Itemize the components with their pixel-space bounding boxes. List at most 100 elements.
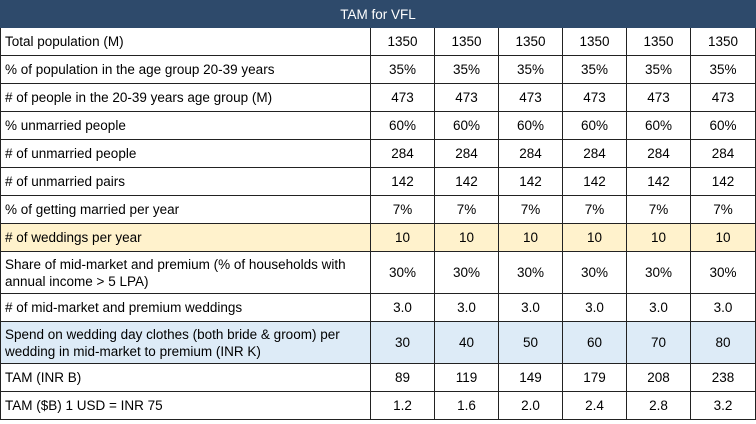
table-cell: 1.6 (434, 391, 499, 420)
table-cell: 2.4 (562, 391, 627, 420)
table-cell: 1350 (434, 27, 499, 56)
table-cell: 473 (689, 83, 756, 112)
table-cell: 142 (434, 167, 499, 196)
table-cell: 1350 (626, 27, 691, 56)
row-label: Total population (M) (0, 27, 371, 56)
table-cell: 7% (370, 195, 435, 224)
table-cell: 284 (689, 139, 756, 168)
table-cell: 3.2 (689, 391, 756, 420)
table-cell: 1350 (562, 27, 627, 56)
table-cell: 284 (434, 139, 499, 168)
row-label: Spend on wedding day clothes (both bride… (0, 321, 371, 364)
table-cell: 473 (562, 83, 627, 112)
row-label: % unmarried people (0, 111, 371, 140)
table-cell: 70 (626, 321, 691, 364)
table-row: # of mid-market and premium weddings 3.0… (0, 293, 756, 322)
table-cell: 3.0 (689, 293, 756, 322)
table-cell: 149 (498, 363, 563, 392)
table-cell: 3.0 (498, 293, 563, 322)
table-cell: 60% (689, 111, 756, 140)
table-cell: 1350 (370, 27, 435, 56)
table-cell: 60% (434, 111, 499, 140)
table-cell: 30 (370, 321, 435, 364)
table-cell: 60% (498, 111, 563, 140)
row-label: # of mid-market and premium weddings (0, 293, 371, 322)
table-cell: 60% (370, 111, 435, 140)
table-cell: 35% (689, 55, 756, 84)
row-label: TAM ($B) 1 USD = INR 75 (0, 391, 371, 420)
table-title: TAM for VFL (0, 0, 756, 28)
table-cell: 1.2 (370, 391, 435, 420)
table-cell: 30% (689, 251, 756, 294)
table-cell: 142 (689, 167, 756, 196)
table-cell: 10 (498, 223, 563, 252)
row-label: % of getting married per year (0, 195, 371, 224)
table-row: TAM (INR B) 89 119 149 179 208 238 (0, 363, 756, 392)
table-cell: 3.0 (562, 293, 627, 322)
table-cell: 2.0 (498, 391, 563, 420)
table-cell: 119 (434, 363, 499, 392)
table-cell: 284 (370, 139, 435, 168)
table-cell: 35% (626, 55, 691, 84)
table-cell: 30% (498, 251, 563, 294)
table-cell: 30% (562, 251, 627, 294)
table-cell: 35% (434, 55, 499, 84)
table-row-spend-highlight: Spend on wedding day clothes (both bride… (0, 321, 756, 364)
table-row: # of people in the 20-39 years age group… (0, 83, 756, 112)
row-label: TAM (INR B) (0, 363, 371, 392)
table-cell: 142 (562, 167, 627, 196)
table-cell: 30% (434, 251, 499, 294)
table-cell: 3.0 (370, 293, 435, 322)
row-label: Share of mid-market and premium (% of ho… (0, 251, 371, 294)
table-cell: 35% (562, 55, 627, 84)
table-title-row: TAM for VFL (0, 0, 756, 28)
table-cell: 142 (370, 167, 435, 196)
table-cell: 284 (562, 139, 627, 168)
table-cell: 60 (562, 321, 627, 364)
table-cell: 473 (626, 83, 691, 112)
table-cell: 10 (434, 223, 499, 252)
table-cell: 35% (370, 55, 435, 84)
table-row: # of unmarried people 284 284 284 284 28… (0, 139, 756, 168)
table-row: Total population (M) 1350 1350 1350 1350… (0, 27, 756, 56)
table-cell: 208 (626, 363, 691, 392)
table-cell: 40 (434, 321, 499, 364)
table-cell: 30% (626, 251, 691, 294)
table-cell: 35% (498, 55, 563, 84)
table-cell: 3.0 (626, 293, 691, 322)
table-cell: 89 (370, 363, 435, 392)
table-cell: 30% (370, 251, 435, 294)
table-cell: 2.8 (626, 391, 691, 420)
table-cell: 7% (498, 195, 563, 224)
table-row: % unmarried people 60% 60% 60% 60% 60% 6… (0, 111, 756, 140)
table-cell: 80 (689, 321, 756, 364)
table-cell: 7% (562, 195, 627, 224)
table-cell: 473 (370, 83, 435, 112)
row-label: # of unmarried people (0, 139, 371, 168)
table-row: % of population in the age group 20-39 y… (0, 55, 756, 84)
table-cell: 1350 (498, 27, 563, 56)
table-cell: 3.0 (434, 293, 499, 322)
table-cell: 1350 (689, 27, 756, 56)
table-cell: 10 (689, 223, 756, 252)
table-cell: 238 (689, 363, 756, 392)
table-cell: 60% (626, 111, 691, 140)
table-cell: 473 (434, 83, 499, 112)
table-row-weddings-highlight: # of weddings per year 10 10 10 10 10 10 (0, 223, 756, 252)
table-cell: 10 (626, 223, 691, 252)
table-cell: 142 (626, 167, 691, 196)
table-cell: 473 (498, 83, 563, 112)
table-cell: 284 (626, 139, 691, 168)
table-cell: 10 (370, 223, 435, 252)
table-cell: 7% (434, 195, 499, 224)
table-cell: 7% (626, 195, 691, 224)
table-row: Share of mid-market and premium (% of ho… (0, 251, 756, 294)
table-cell: 50 (498, 321, 563, 364)
table-cell: 142 (498, 167, 563, 196)
row-label: # of people in the 20-39 years age group… (0, 83, 371, 112)
table-cell: 179 (562, 363, 627, 392)
table-cell: 7% (689, 195, 756, 224)
table-row: % of getting married per year 7% 7% 7% 7… (0, 195, 756, 224)
table-row: TAM ($B) 1 USD = INR 75 1.2 1.6 2.0 2.4 … (0, 391, 756, 420)
